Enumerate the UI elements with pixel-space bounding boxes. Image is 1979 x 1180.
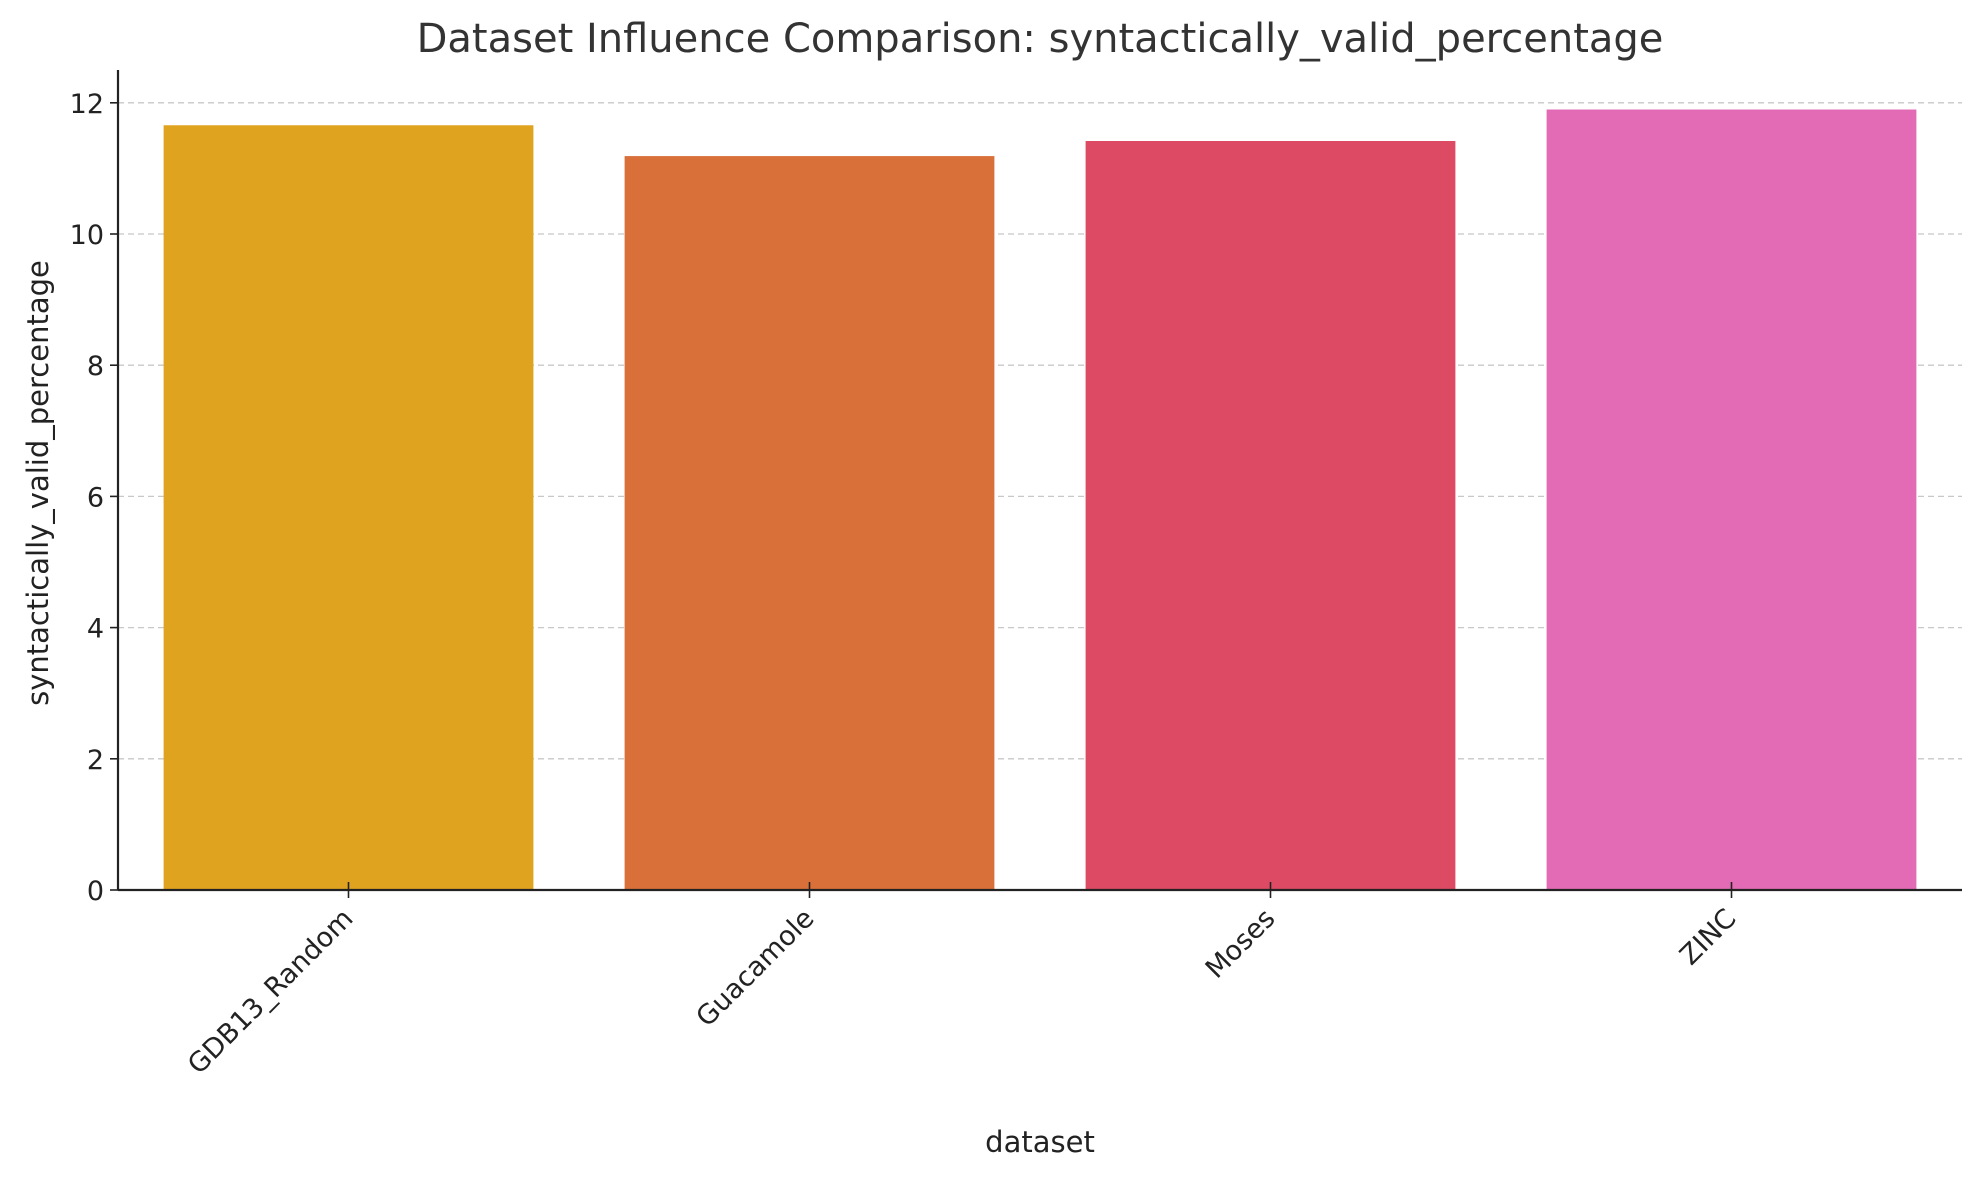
axes	[116, 70, 1962, 892]
gridlines	[118, 102, 1962, 760]
x-ticks: GDB13_Random Guacamole Moses ZINC	[182, 882, 1742, 1080]
chart-title: Dataset Influence Comparison: syntactica…	[417, 16, 1664, 62]
y-tick-label: 12	[70, 89, 104, 120]
x-tick-label: ZINC	[1674, 903, 1742, 971]
y-tick-label: 6	[87, 482, 104, 513]
y-tick-label: 8	[87, 351, 104, 382]
y-ticks: 0 2 4 6 8 10 12	[70, 89, 118, 907]
bar-moses	[1085, 141, 1456, 891]
bar-zinc	[1546, 109, 1917, 891]
y-tick-label: 0	[87, 876, 104, 907]
x-tick-label: Guacamole	[690, 903, 820, 1033]
x-tick-label: GDB13_Random	[182, 903, 359, 1080]
bar-guacamole	[624, 156, 995, 891]
y-tick-label: 2	[87, 745, 104, 776]
y-tick-label: 10	[70, 220, 104, 251]
x-axis-label: dataset	[985, 1125, 1095, 1159]
x-tick-label: Moses	[1200, 903, 1282, 985]
bar-gdb13-random	[163, 125, 534, 891]
bars	[163, 109, 1917, 891]
y-tick-label: 4	[87, 614, 104, 645]
y-axis-label: syntactically_valid_percentage	[21, 260, 55, 706]
